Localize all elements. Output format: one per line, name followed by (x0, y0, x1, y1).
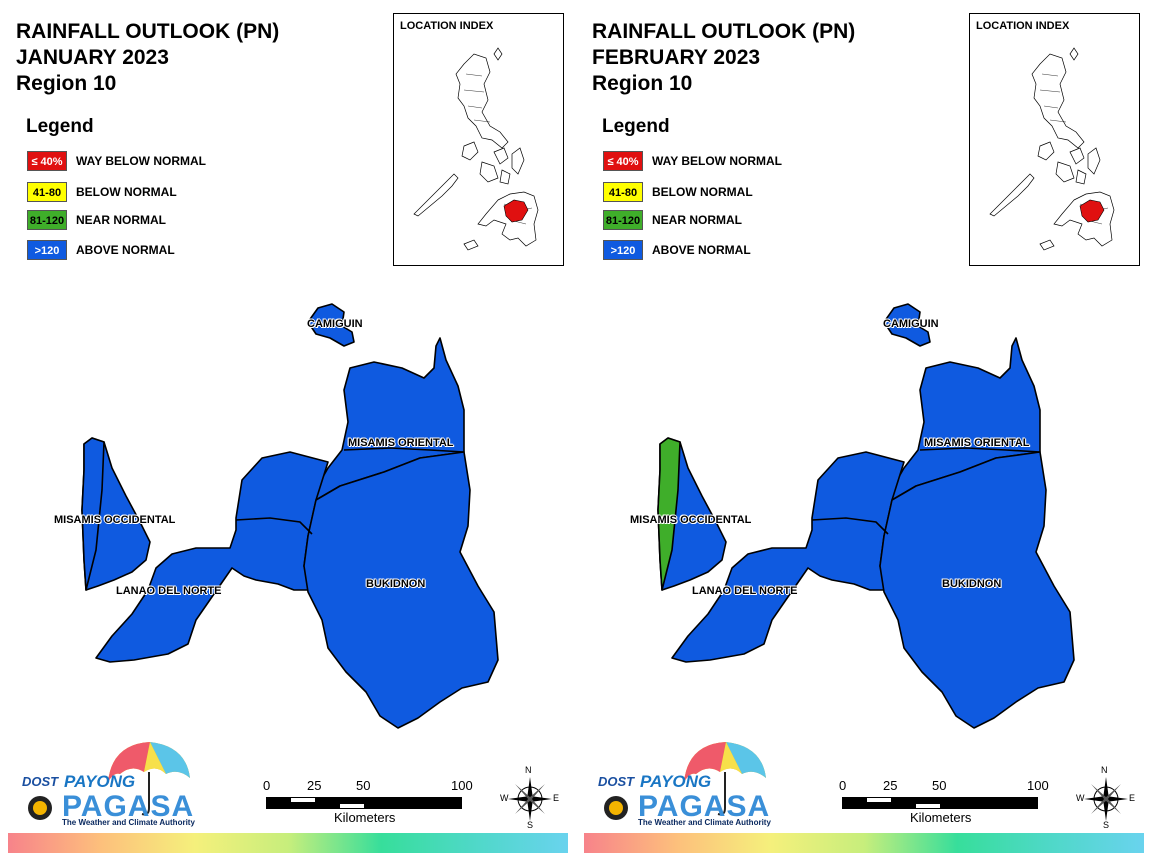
february-outlook-panel: RAINFALL OUTLOOK (PN) FEBRUARY 2023 Regi… (576, 0, 1152, 864)
legend-label: NEAR NORMAL (652, 213, 742, 227)
map-title-line1: RAINFALL OUTLOOK (PN) (16, 20, 280, 43)
logo-pagasa-text: PAGASA (638, 790, 771, 823)
compass-w: W (500, 793, 509, 803)
region-10-map (81, 303, 499, 729)
scale-bar: 0 25 50 100 Kilometers (263, 776, 476, 826)
map-title-month: FEBRUARY 2023 (592, 46, 761, 69)
map-title-line1: RAINFALL OUTLOOK (PN) (592, 20, 856, 43)
scale-tick-label: 0 (839, 778, 847, 793)
logo-pagasa-text: PAGASA (62, 790, 195, 823)
label-misamis-oriental: MISAMIS ORIENTAL (348, 437, 454, 449)
footer-gradient-bar (584, 833, 1144, 853)
scale-tick-label: 100 (1027, 778, 1049, 793)
label-camiguin: CAMIGUIN (883, 318, 939, 330)
payong-pagasa-logo: DOST PAYONG PAGASA The Weather and Clima… (592, 738, 772, 830)
umbrella-icon (28, 742, 190, 820)
compass-rose-icon: N S E W (1076, 765, 1136, 831)
province-camiguin (883, 303, 931, 347)
label-bukidnon: BUKIDNON (366, 578, 426, 590)
map-title-month: JANUARY 2023 (16, 46, 169, 69)
january-outlook-panel: RAINFALL OUTLOOK (PN) JANUARY 2023 Regio… (8, 13, 568, 853)
legend-label: BELOW NORMAL (76, 185, 177, 199)
scale-units-label: Kilometers (334, 810, 396, 825)
compass-w: W (1076, 793, 1085, 803)
compass-e: E (1129, 793, 1136, 803)
location-index-title: LOCATION INDEX (400, 20, 494, 32)
legend-label: NEAR NORMAL (76, 213, 166, 227)
compass-n: N (1101, 765, 1108, 775)
legend-label: ABOVE NORMAL (652, 243, 751, 257)
scale-tick-label: 25 (307, 778, 322, 793)
legend-swatch: >120 (603, 240, 643, 260)
location-index-inset: LOCATION INDEX (393, 13, 564, 266)
label-misamis-occidental: MISAMIS OCCIDENTAL (54, 514, 176, 526)
map-title-region: Region 10 (16, 72, 117, 95)
legend-title: Legend (26, 116, 94, 137)
compass-rose-icon: N S E W (500, 765, 560, 831)
label-misamis-occidental: MISAMIS OCCIDENTAL (630, 514, 752, 526)
scale-bar-graphic (266, 797, 462, 809)
label-camiguin: CAMIGUIN (307, 318, 363, 330)
legend-swatch: >120 (27, 240, 67, 260)
legend-label: ABOVE NORMAL (76, 243, 175, 257)
region-10-map (657, 303, 1075, 729)
scale-bar: 0 25 50 100 Kilometers (839, 776, 1052, 826)
region-10-highlight (1079, 199, 1105, 223)
scale-tick-label: 100 (451, 778, 473, 793)
compass-e: E (553, 793, 560, 803)
legend-swatch: 41-80 (603, 182, 643, 202)
scale-tick-label: 50 (932, 778, 947, 793)
region-10-highlight (503, 199, 529, 223)
location-index-inset: LOCATION INDEX (969, 13, 1140, 266)
province-bukidnon (303, 451, 499, 729)
province-camiguin (307, 303, 355, 347)
province-bukidnon (879, 451, 1075, 729)
scale-tick-label: 0 (263, 778, 271, 793)
footer-gradient-bar (8, 833, 568, 853)
label-lanao-del-norte: LANAO DEL NORTE (116, 585, 222, 597)
province-misamis-occidental-west-strip (81, 437, 105, 591)
scale-tick-label: 50 (356, 778, 371, 793)
province-lanao-del-norte (95, 451, 329, 663)
philippines-outline (989, 47, 1115, 251)
compass-n: N (525, 765, 532, 775)
legend-swatch: ≤ 40% (603, 151, 643, 171)
legend-swatch: 81-120 (603, 210, 643, 230)
map-title-region: Region 10 (592, 72, 693, 95)
logo-dost-text: DOST (598, 774, 635, 789)
province-misamis-occidental-west-strip (657, 437, 681, 591)
legend-title: Legend (602, 116, 670, 137)
location-index-title: LOCATION INDEX (976, 20, 1070, 32)
philippines-outline (413, 47, 539, 251)
legend-swatch: 41-80 (27, 182, 67, 202)
legend-label: WAY BELOW NORMAL (76, 154, 207, 168)
compass-s: S (1103, 820, 1110, 830)
logo-dost-text: DOST (22, 774, 59, 789)
legend-swatch: ≤ 40% (27, 151, 67, 171)
legend-label: BELOW NORMAL (652, 185, 753, 199)
legend-swatch: 81-120 (27, 210, 67, 230)
logo-payong-text: PAYONG (64, 772, 136, 791)
logo-tagline: The Weather and Climate Authority (638, 818, 771, 827)
province-lanao-del-norte (671, 451, 905, 663)
legend-label: WAY BELOW NORMAL (652, 154, 783, 168)
logo-tagline: The Weather and Climate Authority (62, 818, 195, 827)
payong-pagasa-logo: DOST PAYONG PAGASA The Weather and Clima… (16, 738, 196, 830)
scale-tick-label: 25 (883, 778, 898, 793)
label-bukidnon: BUKIDNON (942, 578, 1002, 590)
logo-payong-text: PAYONG (640, 772, 712, 791)
scale-bar-graphic (842, 797, 1038, 809)
scale-units-label: Kilometers (910, 810, 972, 825)
umbrella-icon (604, 742, 766, 820)
label-misamis-oriental: MISAMIS ORIENTAL (924, 437, 1030, 449)
compass-s: S (527, 820, 534, 830)
label-lanao-del-norte: LANAO DEL NORTE (692, 585, 798, 597)
